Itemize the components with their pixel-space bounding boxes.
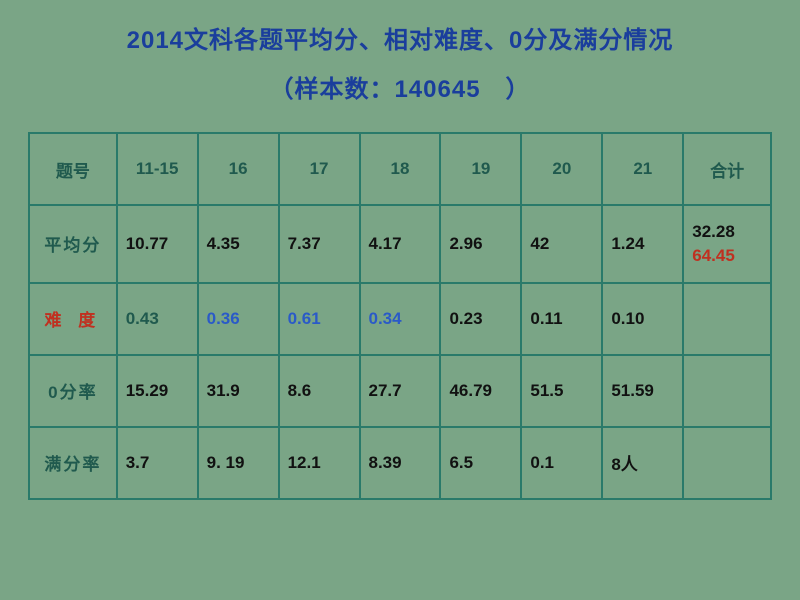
total-cell: 32.2864.45 (683, 205, 771, 283)
header-col: 19 (440, 133, 521, 205)
header-col: 17 (279, 133, 360, 205)
row-label: 满分率 (29, 427, 117, 499)
slide-title: 2014文科各题平均分、相对难度、0分及满分情况 (28, 20, 772, 55)
table-cell: 27.7 (360, 355, 441, 427)
table-row: 0分率15.2931.98.627.746.7951.551.59 (29, 355, 771, 427)
table-cell: 10.77 (117, 205, 198, 283)
table-row: 难 度0.430.360.610.340.230.110.10 (29, 283, 771, 355)
row-label: 难 度 (29, 283, 117, 355)
total-cell (683, 427, 771, 499)
table-cell: 8人 (602, 427, 683, 499)
row-label: 0分率 (29, 355, 117, 427)
table-cell: 1.24 (602, 205, 683, 283)
table-cell: 51.59 (602, 355, 683, 427)
slide-subtitle: （样本数：140645 ） (28, 69, 772, 104)
header-col: 11-15 (117, 133, 198, 205)
table-cell: 3.7 (117, 427, 198, 499)
table-cell: 51.5 (521, 355, 602, 427)
total-cell (683, 283, 771, 355)
total-cell (683, 355, 771, 427)
table-cell: 0.1 (521, 427, 602, 499)
table-cell: 42 (521, 205, 602, 283)
table-cell: 2.96 (440, 205, 521, 283)
table-cell: 0.43 (117, 283, 198, 355)
table-body: 平均分10.774.357.374.172.96421.2432.2864.45… (29, 205, 771, 499)
table-cell: 46.79 (440, 355, 521, 427)
table-header-row: 题号 11-15 16 17 18 19 20 21 合计 (29, 133, 771, 205)
header-col: 16 (198, 133, 279, 205)
table-cell: 15.29 (117, 355, 198, 427)
table-cell: 4.17 (360, 205, 441, 283)
row-label: 平均分 (29, 205, 117, 283)
header-total: 合计 (683, 133, 771, 205)
header-label: 题号 (29, 133, 117, 205)
table-cell: 6.5 (440, 427, 521, 499)
table-cell: 8.6 (279, 355, 360, 427)
table-cell: 0.36 (198, 283, 279, 355)
header-col: 20 (521, 133, 602, 205)
total-value-b: 64.45 (692, 244, 762, 268)
header-col: 18 (360, 133, 441, 205)
table-cell: 12.1 (279, 427, 360, 499)
table-row: 满分率3.79. 1912.18.396.50.18人 (29, 427, 771, 499)
table-row: 平均分10.774.357.374.172.96421.2432.2864.45 (29, 205, 771, 283)
table-cell: 0.10 (602, 283, 683, 355)
table-cell: 7.37 (279, 205, 360, 283)
total-value-a: 32.28 (692, 220, 762, 244)
table-cell: 0.34 (360, 283, 441, 355)
data-table: 题号 11-15 16 17 18 19 20 21 合计 平均分10.774.… (28, 132, 772, 500)
table-cell: 0.61 (279, 283, 360, 355)
table-cell: 0.11 (521, 283, 602, 355)
table-cell: 8.39 (360, 427, 441, 499)
table-cell: 4.35 (198, 205, 279, 283)
slide-container: 2014文科各题平均分、相对难度、0分及满分情况 （样本数：140645 ） 题… (0, 0, 800, 600)
table-cell: 9. 19 (198, 427, 279, 499)
table-cell: 31.9 (198, 355, 279, 427)
header-col: 21 (602, 133, 683, 205)
table-cell: 0.23 (440, 283, 521, 355)
